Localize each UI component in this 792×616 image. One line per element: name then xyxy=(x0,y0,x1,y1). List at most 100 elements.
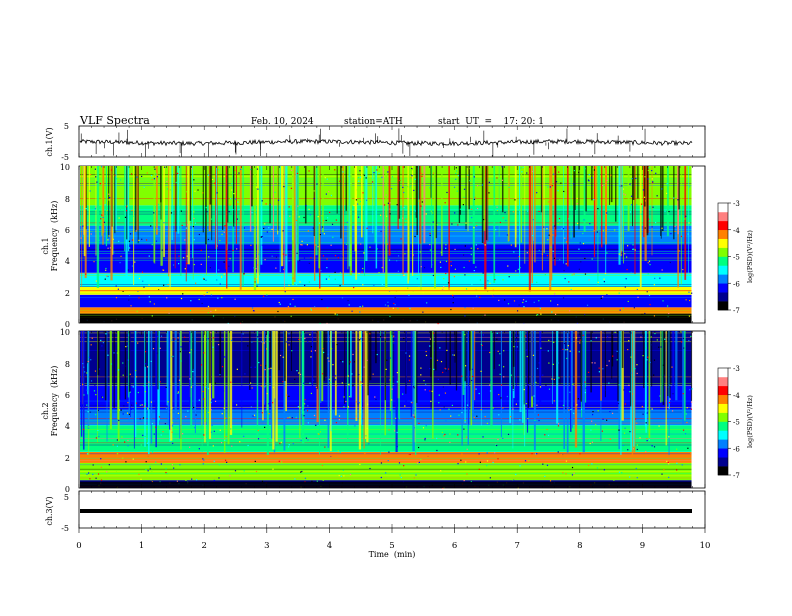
sferic-streak xyxy=(192,166,193,259)
spectrogram-speckle xyxy=(475,244,477,246)
spectrogram-speckle xyxy=(397,255,400,257)
spectrogram-speckle xyxy=(624,286,626,288)
spectrogram-speckle xyxy=(409,380,411,382)
spectrogram-speckle xyxy=(130,404,133,406)
colorbar-segment xyxy=(718,203,728,213)
spectrogram-speckle xyxy=(576,222,579,225)
sferic-streak xyxy=(374,166,376,243)
spectrogram-speckle xyxy=(255,470,258,473)
spectrogram-speckle xyxy=(336,343,338,346)
spectrogram-speckle xyxy=(520,178,522,180)
spectrogram-speckle xyxy=(429,367,431,370)
sferic-streak xyxy=(170,331,173,441)
spectrogram-speckle xyxy=(594,362,596,364)
spectrogram-speckle xyxy=(207,388,209,390)
spectrogram-speckle xyxy=(366,227,368,229)
spectrogram-speckle xyxy=(313,190,315,192)
spectrogram-speckle xyxy=(464,261,467,263)
spectrogram-speckle xyxy=(126,412,129,414)
spectrogram-speckle xyxy=(406,186,409,188)
spectrogram-speckle xyxy=(153,433,155,435)
spectrogram-speckle xyxy=(484,416,486,418)
spectrogram-speckle xyxy=(544,273,546,276)
spectrogram-speckle xyxy=(632,448,635,450)
spectrogram-speckle xyxy=(128,294,131,296)
spectrogram-speckle xyxy=(143,186,145,188)
spectrogram-speckle xyxy=(420,266,422,268)
ch2-freq-tick-8: 8 xyxy=(65,360,70,369)
spectrogram-speckle xyxy=(185,227,188,229)
start-time-label: start UT = 17: 20: 1 xyxy=(438,117,544,127)
spectrogram-speckle xyxy=(456,170,458,172)
spectrogram-speckle xyxy=(301,240,303,242)
spectrogram-speckle xyxy=(284,291,286,293)
spectrogram-speckle xyxy=(547,186,549,188)
spectrogram-speckle xyxy=(473,198,476,200)
sferic-streak xyxy=(539,331,542,404)
spectrogram-speckle xyxy=(482,272,484,274)
spectrogram-speckle xyxy=(578,351,580,353)
spectrogram-speckle xyxy=(192,406,195,409)
spectrogram-speckle xyxy=(409,453,411,456)
spectrogram-speckle xyxy=(532,354,535,356)
colorbar-segment xyxy=(718,430,728,440)
spectrogram-speckle xyxy=(105,269,107,271)
spectrogram-speckle xyxy=(245,234,247,236)
spectrogram-speckle xyxy=(96,181,98,183)
spectrogram-speckle xyxy=(429,249,431,251)
spectrogram-speckle xyxy=(512,408,514,410)
ch3-ylabel: ch.3(V) xyxy=(45,496,54,525)
spectrogram-speckle xyxy=(288,444,290,446)
ch1-channel-label: ch.1 xyxy=(41,237,50,254)
spectrogram-speckle xyxy=(525,195,527,197)
spectrogram-speckle xyxy=(143,385,145,387)
spectrogram-speckle xyxy=(446,349,448,352)
spectrogram-speckle xyxy=(457,224,459,226)
spectrogram-speckle xyxy=(538,300,540,302)
spectrogram-speckle xyxy=(303,409,306,411)
spectrogram-speckle xyxy=(299,259,301,262)
spectrogram-speckle xyxy=(493,225,496,227)
spectrogram-speckle xyxy=(640,213,642,215)
spectrogram-speckle xyxy=(173,467,175,469)
spectrogram-speckle xyxy=(508,186,510,189)
spectrogram-speckle xyxy=(217,169,219,171)
spectrogram-speckle xyxy=(136,310,138,312)
colorbar-label: log(PSD)(V²/Hz) xyxy=(746,395,754,448)
spectrogram-speckle xyxy=(332,364,334,366)
spectrogram-speckle xyxy=(129,233,132,235)
dark-streak xyxy=(493,331,495,370)
spectrogram-speckle xyxy=(328,278,330,280)
spectrogram-speckle xyxy=(324,446,326,448)
spectrogram-speckle xyxy=(636,372,638,375)
spectrogram-speckle xyxy=(431,212,434,214)
spectrogram-speckle xyxy=(88,426,90,428)
spectrogram-speckle xyxy=(357,216,360,218)
spectrogram-speckle xyxy=(358,339,361,341)
sferic-streak xyxy=(531,166,534,284)
spectrogram-speckle xyxy=(402,186,404,189)
dark-streak xyxy=(160,166,162,203)
spectrogram-speckle xyxy=(353,361,356,363)
spectrogram-speckle xyxy=(408,355,411,357)
spectrogram-speckle xyxy=(630,195,633,197)
spectrogram-speckle xyxy=(352,385,354,387)
spectrogram-speckle xyxy=(125,365,127,367)
spectrogram-speckle xyxy=(354,425,356,427)
spectrogram-speckle xyxy=(219,283,221,285)
spectrogram-speckle xyxy=(206,291,208,294)
sferic-streak xyxy=(133,166,135,285)
spectrogram-speckle xyxy=(514,199,516,201)
dark-streak xyxy=(205,166,207,245)
sferic-streak xyxy=(190,331,193,426)
spectrogram-speckle xyxy=(95,413,97,416)
spectrogram-speckle xyxy=(474,196,476,199)
spectrogram-speckle xyxy=(94,384,96,386)
spectrogram-speckle xyxy=(380,476,382,479)
spectrogram-speckle xyxy=(569,391,571,393)
dark-streak xyxy=(464,331,466,382)
spectrogram-speckle xyxy=(608,360,610,362)
spectrogram-speckle xyxy=(500,397,502,399)
spectrogram-speckle xyxy=(528,460,530,462)
